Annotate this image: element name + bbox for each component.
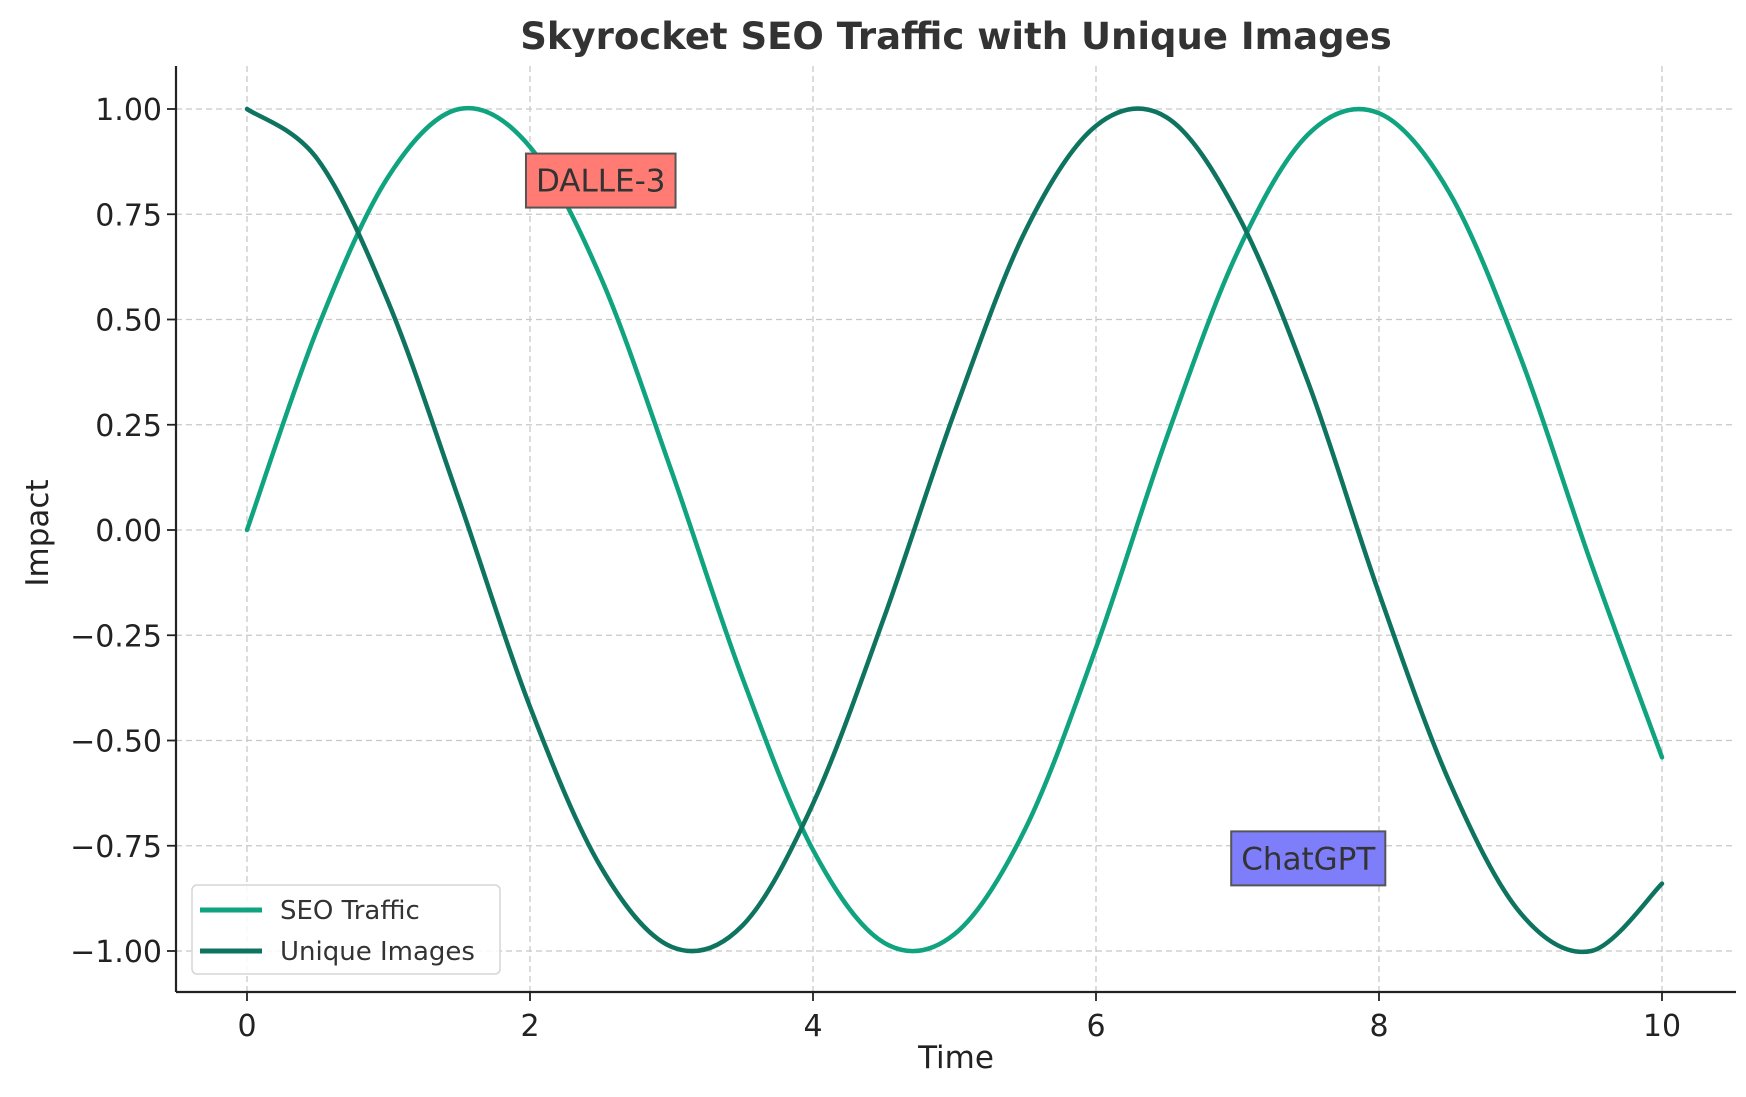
chart-title: Skyrocket SEO Traffic with Unique Images: [520, 15, 1392, 58]
annotation-box: [1230, 830, 1387, 887]
y-tick-label: −0.25: [70, 619, 162, 654]
y-axis-label: Impact: [20, 479, 56, 586]
annotation-dalle-3: DALLE-3: [524, 152, 677, 209]
y-tick-label: −1.00: [70, 935, 162, 970]
x-tick-label: 2: [520, 1009, 539, 1044]
annotation-text: ChatGPT: [1241, 841, 1376, 877]
axes: [174, 66, 1736, 994]
series-line-unique-images: [244, 106, 1665, 955]
x-tick-label: 10: [1643, 1009, 1681, 1044]
x-axis-ticks: 0 2 4 6 8 10: [237, 992, 1681, 1044]
annotations: DALLE-3 ChatGPT: [524, 152, 1387, 887]
grid: [176, 66, 1736, 992]
annotation-box: [524, 152, 677, 209]
y-tick-label: 0.25: [95, 409, 162, 444]
legend-box: [191, 884, 501, 975]
annotation-chatgpt: ChatGPT: [1230, 830, 1387, 887]
legend-label-unique-images: Unique Images: [280, 937, 475, 967]
x-tick-label: 8: [1369, 1009, 1388, 1044]
legend-label-seo-traffic: SEO Traffic: [280, 896, 420, 926]
x-tick-label: 0: [237, 1009, 256, 1044]
y-tick-label: −0.75: [70, 830, 162, 865]
y-tick-label: 1.00: [95, 93, 162, 128]
y-axis-ticks: 1.00 0.75 0.50 0.25 0.00 −0.25 −0.50 −0.75 −1.00: [70, 93, 176, 970]
x-tick-label: 4: [803, 1009, 822, 1044]
y-tick-label: 0.75: [95, 198, 162, 233]
y-tick-label: −0.50: [70, 725, 162, 760]
annotation-text: DALLE-3: [536, 164, 666, 200]
y-tick-label: 0.50: [95, 304, 162, 339]
y-tick-label: 0.00: [95, 514, 162, 549]
series-lines: [244, 105, 1665, 955]
x-axis-label: Time: [917, 1040, 994, 1076]
series-line-seo-traffic: [244, 105, 1665, 954]
legend: SEO Traffic Unique Images: [191, 884, 501, 975]
x-tick-label: 6: [1086, 1009, 1105, 1044]
